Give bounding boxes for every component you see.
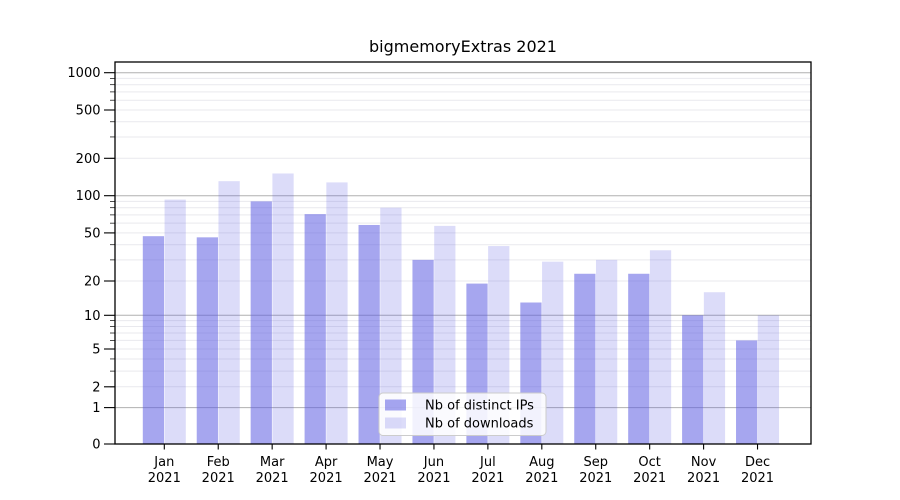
bar-downloads-feb — [218, 181, 240, 444]
x-tick-label-nov-2021: Nov 2021 — [687, 455, 720, 486]
bar-distinct-ips-mar — [250, 201, 272, 444]
minor-gridlines — [115, 77, 811, 388]
y-tick-label-1: 1 — [92, 401, 100, 416]
bar-downloads-apr — [326, 182, 348, 445]
y-tick-label-10: 10 — [84, 309, 101, 324]
x-tick-label-may-2021: May 2021 — [363, 455, 396, 486]
bar-downloads-nov — [703, 292, 726, 444]
plot-border — [114, 61, 812, 445]
x-tick-label-feb-2021: Feb 2021 — [202, 455, 235, 486]
bar-groups — [142, 173, 780, 445]
bar-distinct-ips-apr — [304, 214, 326, 444]
legend-swatch-downloads — [385, 417, 406, 429]
y-tick-label-100: 100 — [76, 189, 101, 204]
legend-swatch-distinct-ips — [385, 399, 406, 411]
y-tick-label-5: 5 — [92, 343, 100, 358]
y-tick-label-2: 2 — [92, 380, 100, 395]
bar-downloads-sep — [595, 259, 618, 444]
y-tick-label-0: 0 — [92, 438, 100, 453]
legend: Nb of distinct IPs Nb of downloads — [378, 392, 547, 436]
bar-downloads-dec — [757, 315, 780, 444]
bar-downloads-may — [380, 207, 402, 444]
axes-spines-and-ticks — [104, 61, 812, 450]
x-tick-label-aug-2021: Aug 2021 — [525, 455, 558, 486]
y-tick-label-50: 50 — [84, 226, 101, 241]
x-tick-label-sep-2021: Sep 2021 — [579, 455, 612, 486]
x-tick-label-jul-2021: Jul 2021 — [471, 455, 504, 486]
bar-distinct-ips-feb — [196, 237, 218, 444]
bar-downloads-oct — [649, 250, 672, 444]
legend-label-distinct-ips: Nb of distinct IPs — [425, 399, 534, 414]
x-tick-label-jun-2021: Jun 2021 — [417, 455, 450, 486]
chart-title: bigmemoryExtras 2021 — [369, 37, 557, 56]
bar-downloads-mar — [272, 173, 294, 444]
bar-downloads-jun — [434, 225, 456, 444]
bar-distinct-ips-sep — [574, 273, 596, 444]
bar-downloads-aug — [542, 261, 564, 444]
bar-downloads-jan — [164, 199, 186, 444]
x-tick-label-mar-2021: Mar 2021 — [256, 455, 289, 486]
bar-distinct-ips-nov — [682, 315, 704, 444]
x-tick-label-dec-2021: Dec 2021 — [741, 455, 774, 486]
bar-distinct-ips-jan — [142, 236, 165, 444]
x-tick-label-jan-2021: Jan 2021 — [148, 455, 181, 486]
y-tick-label-1000: 1000 — [67, 66, 100, 81]
y-tick-label-200: 200 — [76, 152, 101, 167]
axis-tick-labels: 0 1 2 5 10 20 50 100 200 500 1000 Jan 2021 Feb 2021 Mar… — [67, 66, 774, 486]
bar-distinct-ips-dec — [736, 340, 758, 444]
y-tick-label-500: 500 — [76, 104, 101, 119]
bar-distinct-ips-may — [358, 224, 380, 444]
x-tick-label-apr-2021: Apr 2021 — [310, 455, 343, 486]
x-tick-label-oct-2021: Oct 2021 — [633, 455, 666, 486]
bar-distinct-ips-oct — [628, 273, 650, 444]
y-tick-label-20: 20 — [84, 275, 101, 290]
legend-box — [378, 392, 547, 436]
legend-label-downloads: Nb of downloads — [425, 417, 534, 432]
